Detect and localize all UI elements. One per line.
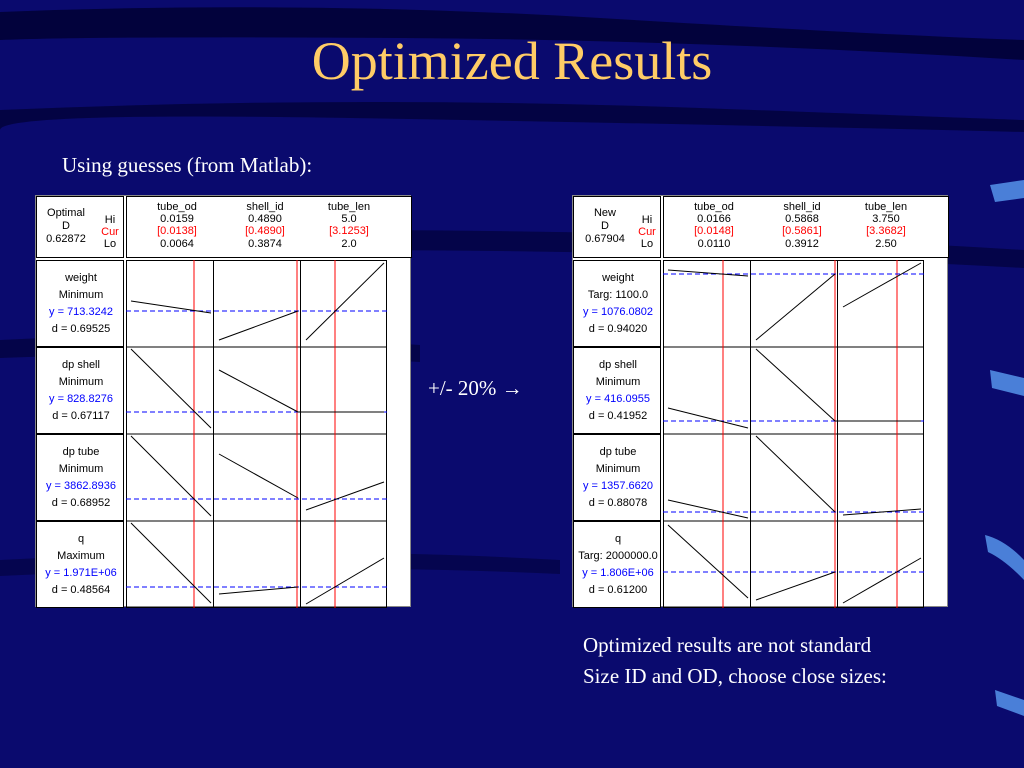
factor-header: tube_od 0.0159 [0.0138] 0.0064 shell_id … (126, 196, 412, 258)
range-note: +/- 20% → (428, 376, 523, 400)
footnote-line-2: Size ID and OD, choose close sizes: (583, 664, 887, 688)
response-d: d = 0.69525 (51, 323, 111, 335)
response-d: d = 0.41952 (588, 410, 648, 422)
factor-lo: 0.0110 (697, 238, 731, 250)
factor-cur: [0.5861] (782, 225, 822, 237)
factor-hi: 0.0166 (697, 213, 731, 225)
response-goal: Minimum (58, 376, 104, 388)
lo-label: Lo (640, 238, 654, 250)
response-y: y = 1.971E+06 (45, 567, 117, 579)
response-name: dp tube (62, 446, 100, 458)
cur-label: Cur (638, 226, 656, 238)
response-y: y = 1.806E+06 (582, 567, 654, 579)
response-dp-shell: dp shell Minimum y = 416.0955 d = 0.4195… (573, 347, 661, 434)
right-optimization-panel: New D 0.67904 Hi Cur Lo tube_od 0.0166 [… (572, 195, 949, 608)
d-label: D (62, 220, 70, 232)
factor-name: tube_len (327, 201, 371, 213)
response-weight: weight Minimum y = 713.3242 d = 0.69525 (36, 260, 124, 347)
right-profile-plots (663, 260, 924, 608)
factor-name: shell_id (783, 201, 821, 213)
response-d: d = 0.68952 (51, 497, 111, 509)
response-d: d = 0.61200 (588, 584, 648, 596)
factor-name: tube_len (864, 201, 908, 213)
factor-name: tube_od (157, 201, 197, 213)
response-q: q Targ: 2000000.0 y = 1.806E+06 d = 0.61… (573, 521, 661, 608)
cur-label: Cur (101, 226, 119, 238)
response-goal: Maximum (57, 550, 105, 562)
factor-lo: 2.0 (341, 238, 357, 250)
factor-cur: [0.0148] (694, 225, 734, 237)
desirability-header: Optimal D 0.62872 Hi Cur Lo (36, 196, 124, 258)
factor-lo: 0.0064 (160, 238, 194, 250)
response-goal: Targ: 2000000.0 (578, 550, 658, 562)
response-d: d = 0.67117 (52, 410, 110, 422)
response-name: q (77, 533, 85, 545)
lo-label: Lo (103, 238, 117, 250)
factor-cur: [0.4890] (245, 225, 285, 237)
response-y: y = 416.0955 (586, 393, 650, 405)
response-goal: Minimum (58, 463, 104, 475)
hi-label: Hi (641, 214, 653, 226)
footnote-line-1: Optimized results are not standard (583, 633, 872, 657)
factor-hi: 5.0 (341, 213, 357, 225)
desirability-header: New D 0.67904 Hi Cur Lo (573, 196, 661, 258)
response-name: q (614, 533, 622, 545)
response-goal: Minimum (58, 289, 104, 301)
response-d: d = 0.48564 (51, 584, 111, 596)
factor-header: tube_od 0.0166 [0.0148] 0.0110 shell_id … (663, 196, 949, 258)
factor-hi: 0.0159 (160, 213, 194, 225)
d-label: D (601, 220, 609, 232)
factor-hi: 3.750 (872, 213, 900, 225)
response-y: y = 3862.8936 (45, 480, 117, 492)
response-y: y = 1076.0802 (582, 306, 654, 318)
response-name: dp shell (599, 359, 637, 371)
subtitle: Using guesses (from Matlab): (62, 153, 313, 177)
factor-cur: [3.3682] (866, 225, 906, 237)
left-profile-plots (126, 260, 387, 608)
slide-title: Optimized Results (311, 31, 713, 91)
response-y: y = 713.3242 (49, 306, 113, 318)
response-name: weight (602, 272, 634, 284)
response-q: q Maximum y = 1.971E+06 d = 0.48564 (36, 521, 124, 608)
factor-cur: [3.1253] (329, 225, 369, 237)
response-goal: Minimum (595, 376, 641, 388)
factor-name: shell_id (246, 201, 284, 213)
footnote: Optimized results are not standard Size … (583, 630, 887, 692)
response-d: d = 0.88078 (588, 497, 648, 509)
factor-name: tube_od (694, 201, 734, 213)
factor-cur: [0.0138] (157, 225, 197, 237)
response-dp-tube: dp tube Minimum y = 3862.8936 d = 0.6895… (36, 434, 124, 521)
factor-hi: 0.5868 (785, 213, 819, 225)
response-name: dp tube (599, 446, 637, 458)
d-value: 0.67904 (585, 233, 625, 245)
response-name: weight (65, 272, 97, 284)
response-name: dp shell (62, 359, 100, 371)
response-goal: Minimum (595, 463, 641, 475)
response-y: y = 1357.6620 (582, 480, 654, 492)
response-dp-tube: dp tube Minimum y = 1357.6620 d = 0.8807… (573, 434, 661, 521)
factor-hi: 0.4890 (248, 213, 282, 225)
response-dp-shell: dp shell Minimum y = 828.8276 d = 0.6711… (36, 347, 124, 434)
d-value: 0.62872 (46, 233, 86, 245)
left-optimization-panel: Optimal D 0.62872 Hi Cur Lo tube_od 0.01… (35, 195, 412, 608)
response-weight: weight Targ: 1100.0 y = 1076.0802 d = 0.… (573, 260, 661, 347)
response-d: d = 0.94020 (588, 323, 648, 335)
panel-label: Optimal (47, 207, 85, 219)
panel-label: New (593, 207, 616, 219)
factor-lo: 0.3874 (248, 238, 282, 250)
factor-lo: 0.3912 (785, 238, 819, 250)
response-goal: Targ: 1100.0 (587, 289, 649, 301)
hi-label: Hi (104, 214, 116, 226)
response-y: y = 828.8276 (49, 393, 113, 405)
factor-lo: 2.50 (875, 238, 897, 250)
